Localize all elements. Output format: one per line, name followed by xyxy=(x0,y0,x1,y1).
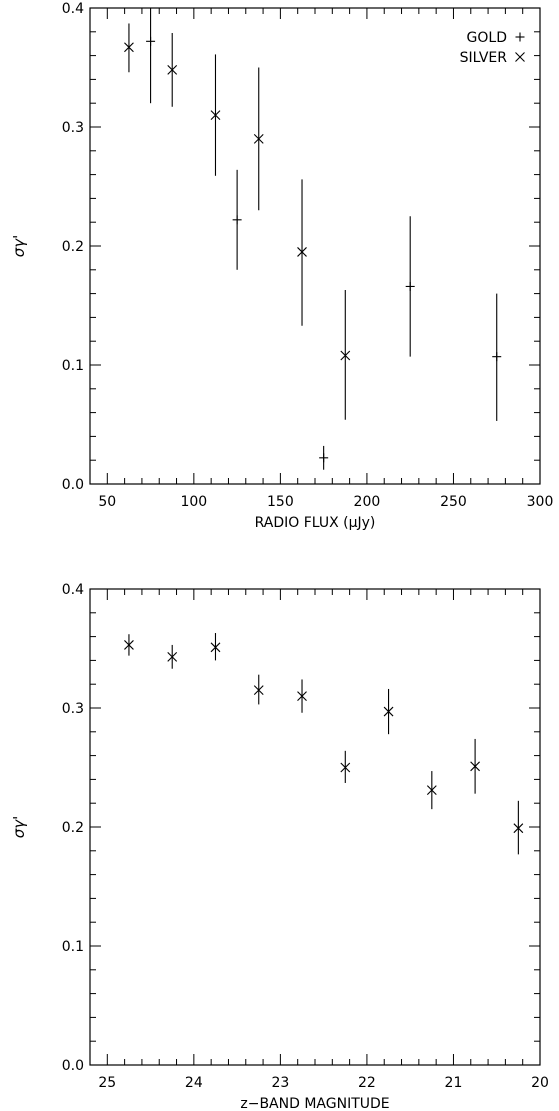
x-tick-label: 22 xyxy=(358,1075,376,1091)
data-point xyxy=(124,23,134,73)
cross-marker-b xyxy=(253,134,264,144)
cross-marker-b xyxy=(383,706,394,717)
data-point xyxy=(340,750,351,783)
series-gold xyxy=(146,8,502,470)
data-point xyxy=(297,179,307,326)
cross-marker-b xyxy=(124,42,134,53)
y-tick-label: 0.0 xyxy=(62,1058,84,1074)
x-tick-label: 250 xyxy=(440,494,467,510)
y-tick-label: 0.4 xyxy=(62,582,84,598)
x-tick-label: 100 xyxy=(180,494,207,510)
data-point xyxy=(426,771,437,810)
x-axis-label: RADIO FLUX (μJy) xyxy=(255,515,376,531)
y-tick-label: 0.1 xyxy=(62,939,84,955)
cross-marker-b xyxy=(253,685,264,696)
data-point xyxy=(319,445,329,470)
y-tick-label: 0.2 xyxy=(62,820,84,836)
cross-marker-b xyxy=(515,52,525,62)
x-tick-label: 23 xyxy=(271,1075,289,1091)
legend-label: GOLD xyxy=(467,30,507,46)
cross-marker-b xyxy=(513,823,524,834)
series-silver xyxy=(124,633,524,855)
cross-marker-b xyxy=(124,640,134,650)
cross-marker-b xyxy=(470,761,480,772)
x-tick-label: 50 xyxy=(98,494,116,510)
y-tick-label: 0.4 xyxy=(62,1,84,17)
data-point xyxy=(405,216,415,357)
cross-marker-b xyxy=(426,785,437,795)
y-axis-label: σγ' xyxy=(10,235,28,258)
data-point xyxy=(383,688,394,735)
x-tick-label: 300 xyxy=(527,494,554,510)
data-point xyxy=(340,290,351,420)
x-tick-label: 21 xyxy=(445,1075,463,1091)
cross-marker-b xyxy=(297,691,307,701)
data-point xyxy=(167,644,178,669)
data-point xyxy=(232,169,242,270)
x-tick-label: 24 xyxy=(185,1075,203,1091)
legend: GOLD SILVER xyxy=(460,30,525,66)
y-tick-label: 0.0 xyxy=(62,477,84,493)
cross-marker-b xyxy=(167,64,178,75)
cross-marker-b xyxy=(210,110,221,120)
series-silver xyxy=(124,23,351,420)
data-point xyxy=(210,54,221,176)
x-tick-label: 200 xyxy=(354,494,381,510)
data-point xyxy=(492,293,502,421)
y-axis-label: σγ' xyxy=(10,816,28,839)
plot-frame xyxy=(89,7,541,485)
x-tick-label: 150 xyxy=(267,494,294,510)
data-point xyxy=(253,67,264,211)
data-point xyxy=(297,679,307,713)
data-point xyxy=(513,800,524,855)
data-point xyxy=(124,634,134,656)
cross-marker-b xyxy=(340,350,351,361)
chart-panel-1: 50 100 150 200 250 300 0.0 0.1 0.2 0.3 0.4 RADIO FL… xyxy=(10,1,553,531)
data-point xyxy=(210,633,221,661)
y-tick-label: 0.1 xyxy=(62,358,84,374)
y-tick-label: 0.3 xyxy=(62,701,84,717)
cross-marker-b xyxy=(297,247,307,257)
data-point xyxy=(146,8,156,104)
cross-marker-b xyxy=(340,762,351,773)
y-tick-label: 0.2 xyxy=(62,239,84,255)
x-tick-label: 25 xyxy=(98,1075,116,1091)
x-tick-label: 20 xyxy=(531,1075,549,1091)
legend-label: SILVER xyxy=(460,50,508,66)
cross-marker-b xyxy=(167,651,178,662)
cross-marker-b xyxy=(210,642,221,653)
plot-frame xyxy=(89,588,541,1066)
data-point xyxy=(253,674,264,705)
x-axis-label: z−BAND MAGNITUDE xyxy=(240,1096,389,1111)
data-point xyxy=(167,32,178,107)
chart-panel-2: 25 24 23 22 21 20 0.0 0.1 0.2 0.3 0.4 z−BAND MAGNIT… xyxy=(10,582,549,1111)
data-point xyxy=(470,738,480,794)
y-tick-label: 0.3 xyxy=(62,120,84,136)
